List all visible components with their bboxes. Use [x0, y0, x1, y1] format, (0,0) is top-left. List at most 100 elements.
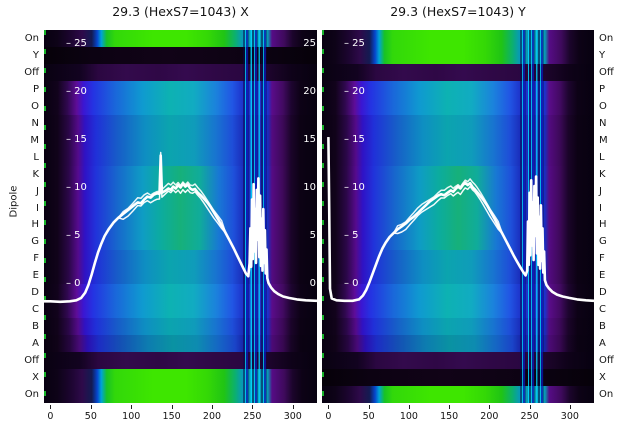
curve-trace: [327, 137, 594, 302]
dipole-label-left-18: A: [32, 338, 39, 350]
inner-tick-label-left: – 0: [66, 278, 81, 289]
profile-curve: [44, 151, 317, 304]
dipole-label-right-9: J: [599, 185, 602, 197]
x-tick-mark: [50, 405, 52, 409]
inner-tick-label-left: – 20: [66, 86, 87, 97]
dipole-label-left-10: I: [36, 202, 39, 214]
inner-tick-label-left: – 0: [344, 278, 359, 289]
curve-trace: [44, 151, 317, 303]
inner-tick-label-left: – 25: [344, 38, 365, 49]
x-tick-label: 300: [560, 411, 579, 422]
dipole-label-left-19: Off: [24, 355, 39, 367]
dipole-label-right-18: A: [599, 338, 606, 350]
inner-tick-label-right: 10: [303, 182, 316, 193]
x-tick-mark: [131, 405, 133, 409]
x-tick-mark: [171, 405, 173, 409]
dipole-label-right-3: P: [599, 83, 606, 95]
x-tick-mark: [212, 405, 213, 409]
dipole-label-right-17: B: [599, 321, 606, 333]
profile-curve: [327, 137, 594, 303]
dipole-labels-right: On Y Off P O N M L K J I H G F E D C B A Off X On: [599, 30, 639, 403]
inner-tick-label-left: – 15: [66, 134, 87, 145]
x-tick-label: 150: [162, 411, 181, 422]
inner-tick-label-right: 5: [309, 230, 316, 241]
x-tick-mark: [529, 405, 531, 409]
dipole-label-right-19: Off: [599, 355, 614, 367]
inner-tick-label-right: 20: [303, 86, 316, 97]
dipole-label-right-2: Off: [599, 66, 614, 78]
left-edge-marks: [44, 30, 46, 403]
dipole-label-right-21: On: [599, 388, 614, 400]
dipole-label-left-20: X: [32, 372, 39, 384]
dipole-label-right-11: H: [599, 219, 607, 231]
dipole-label-left-16: C: [32, 304, 39, 316]
dipole-label-left-8: K: [32, 168, 39, 180]
x-tick-label: 200: [202, 411, 222, 422]
dipole-label-left-4: O: [31, 100, 39, 112]
dipole-label-left-12: G: [31, 236, 39, 248]
heatmap-panel-x: – 25 25 – 20 20 – 15 15 – 10 10 – 5 5 – 0 0: [44, 30, 317, 403]
x-tick-label: 0: [325, 411, 332, 422]
inner-tick-label-left: – 5: [344, 230, 359, 241]
dipole-label-left-6: M: [30, 134, 39, 146]
dipole-label-left-11: H: [31, 219, 39, 231]
dipole-label-left-7: L: [33, 151, 39, 163]
dipole-label-left-21: On: [24, 388, 39, 400]
dipole-label-left-5: N: [31, 117, 39, 129]
dipole-label-right-1: Y: [599, 49, 606, 61]
heatmap-panel-y: – 25 – 20 – 15 – 10 – 5 – 0: [322, 30, 594, 403]
x-tick-mark: [292, 405, 294, 409]
dipole-label-right-4: O: [599, 100, 607, 112]
inner-tick-label-right: 25: [303, 38, 316, 49]
x-tick-label: 100: [122, 411, 141, 422]
curve-trace: [327, 137, 594, 303]
dipole-label-left-2: Off: [24, 66, 39, 78]
dipole-label-right-5: N: [599, 117, 607, 129]
x-tick-label: 200: [480, 411, 499, 422]
x-tick-mark: [489, 405, 491, 409]
x-tick-mark: [408, 405, 410, 409]
dipole-label-left-13: F: [33, 253, 39, 265]
dipole-label-right-6: M: [599, 134, 608, 146]
dipole-label-right-0: On: [599, 32, 614, 44]
dipole-label-right-14: E: [599, 270, 606, 282]
dipole-label-right-15: D: [599, 287, 607, 299]
x-tick-label: 300: [283, 411, 302, 422]
panel-x-title: 29.3 (HexS7=1043) X: [112, 4, 249, 19]
x-tick-mark: [449, 405, 451, 409]
inner-tick-label-left: – 15: [344, 134, 365, 145]
dipole-label-right-16: C: [599, 304, 606, 316]
inner-tick-label-left: – 25: [66, 38, 87, 49]
x-tick-mark: [368, 405, 370, 409]
curve-trace: [44, 154, 317, 304]
dipole-label-left-15: D: [31, 287, 39, 299]
inner-tick-label-left: – 5: [66, 230, 81, 241]
dipole-label-right-8: K: [599, 168, 606, 180]
x-tick-mark: [328, 405, 330, 409]
x-tick-label: 100: [399, 411, 418, 422]
inner-tick-label-left: – 20: [344, 86, 365, 97]
dipole-label-left-1: Y: [32, 49, 39, 61]
x-tick-label: 50: [84, 411, 97, 422]
x-tick-label: 0: [47, 411, 54, 422]
dipole-label-right-20: X: [599, 372, 606, 384]
dipole-label-right-7: L: [599, 151, 605, 163]
x-tick-label: 50: [362, 411, 375, 422]
inner-tick-label-left: – 10: [344, 182, 365, 193]
dipole-label-left-14: E: [32, 270, 39, 282]
inner-tick-label-left: – 10: [66, 182, 87, 193]
x-tick-mark: [569, 405, 571, 409]
curve-trace: [327, 137, 594, 302]
dipole-label-left-3: P: [32, 83, 39, 95]
dipole-label-left-0: On: [24, 32, 39, 44]
panel-y-title: 29.3 (HexS7=1043) Y: [390, 4, 526, 19]
inner-tick-label-right: 0: [309, 278, 316, 289]
dipole-label-left-17: B: [32, 321, 39, 333]
dipole-label-right-13: F: [599, 253, 605, 265]
dipole-label-right-10: I: [599, 202, 602, 214]
dipole-label-left-9: J: [36, 185, 39, 197]
left-edge-marks: [322, 30, 324, 403]
inner-tick-label-right: 15: [303, 134, 316, 145]
x-tick-label: 250: [243, 411, 262, 422]
